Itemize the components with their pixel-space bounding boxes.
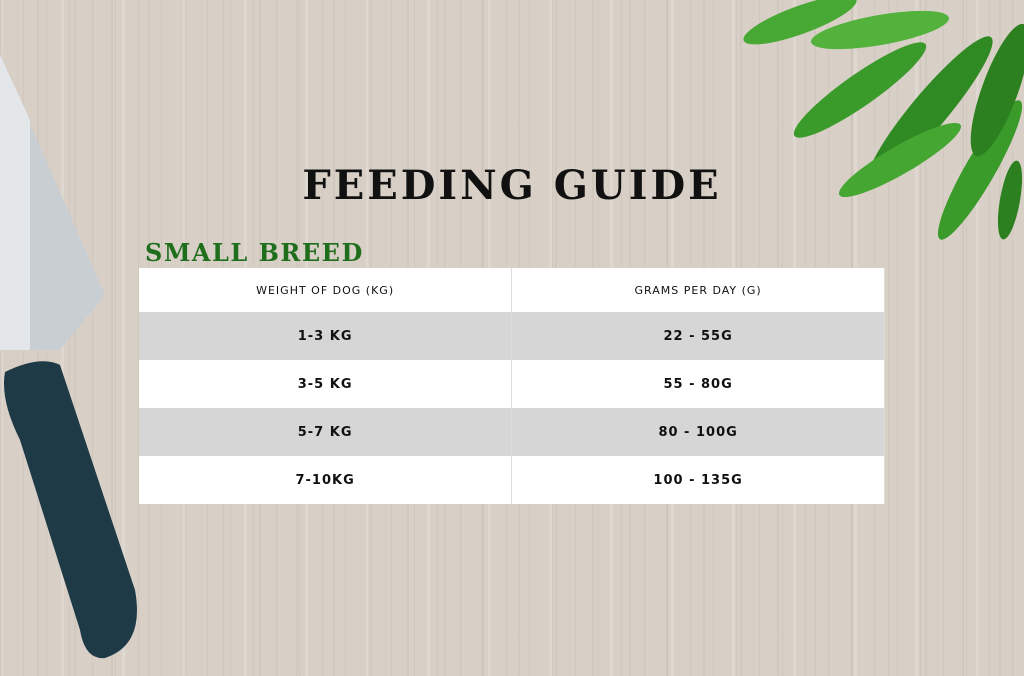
feeding-table: WEIGHT OF DOG (KG) GRAMS PER DAY (G) 1-3… — [139, 268, 885, 504]
subtitle: SMALL BREED — [145, 238, 364, 267]
table-cell: 100 - 135G — [511, 456, 885, 504]
knife-blade-shine — [0, 55, 30, 350]
table-cell: 3-5 KG — [139, 360, 513, 408]
table-cell: 1-3 KG — [139, 312, 513, 360]
header-cell: GRAMS PER DAY (G) — [511, 268, 885, 312]
header-cell: WEIGHT OF DOG (KG) — [139, 268, 513, 312]
table-cell: 7-10KG — [139, 456, 513, 504]
table-cell: 55 - 80G — [511, 360, 885, 408]
header-row: WEIGHT OF DOG (KG) GRAMS PER DAY (G) — [139, 268, 885, 312]
table-cell: 22 - 55G — [511, 312, 885, 360]
title: FEEDING GUIDE — [302, 162, 722, 209]
table-row: 7-10KG 100 - 135G — [139, 456, 885, 504]
knife-handle — [4, 361, 137, 659]
table-row: 3-5 KG 55 - 80G — [139, 360, 885, 408]
table-cell: 80 - 100G — [511, 408, 885, 456]
table-row: 1-3 KG 22 - 55G — [139, 312, 885, 360]
leaves — [743, 0, 1024, 240]
table-cell: 5-7 KG — [139, 408, 513, 456]
table-row: 5-7 KG 80 - 100G — [139, 408, 885, 456]
